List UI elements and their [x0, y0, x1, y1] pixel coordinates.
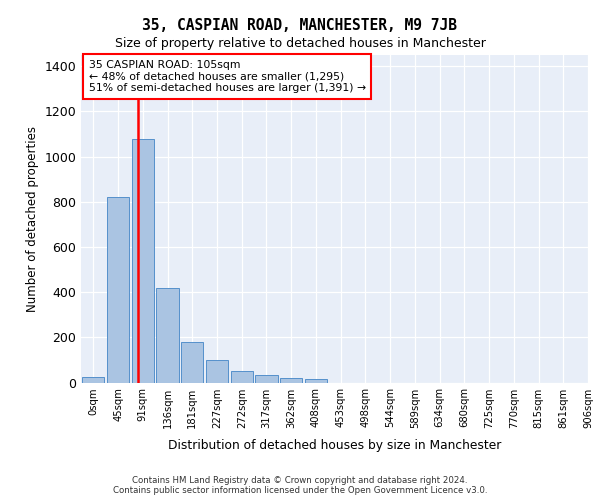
Bar	[206, 360, 228, 382]
Bar	[305, 379, 327, 382]
Y-axis label: Number of detached properties: Number of detached properties	[26, 126, 39, 312]
Bar	[230, 371, 253, 382]
Bar	[107, 198, 129, 382]
Bar	[280, 378, 302, 382]
X-axis label: Distribution of detached houses by size in Manchester: Distribution of detached houses by size …	[168, 439, 501, 452]
Bar	[82, 377, 104, 382]
Text: 35 CASPIAN ROAD: 105sqm
← 48% of detached houses are smaller (1,295)
51% of semi: 35 CASPIAN ROAD: 105sqm ← 48% of detache…	[89, 60, 366, 93]
Text: 35, CASPIAN ROAD, MANCHESTER, M9 7JB: 35, CASPIAN ROAD, MANCHESTER, M9 7JB	[143, 18, 458, 32]
Bar	[181, 342, 203, 382]
Bar	[256, 376, 278, 382]
Text: Contains HM Land Registry data © Crown copyright and database right 2024.
Contai: Contains HM Land Registry data © Crown c…	[113, 476, 487, 495]
Bar	[157, 288, 179, 382]
Text: Size of property relative to detached houses in Manchester: Size of property relative to detached ho…	[115, 38, 485, 51]
Bar	[132, 138, 154, 382]
